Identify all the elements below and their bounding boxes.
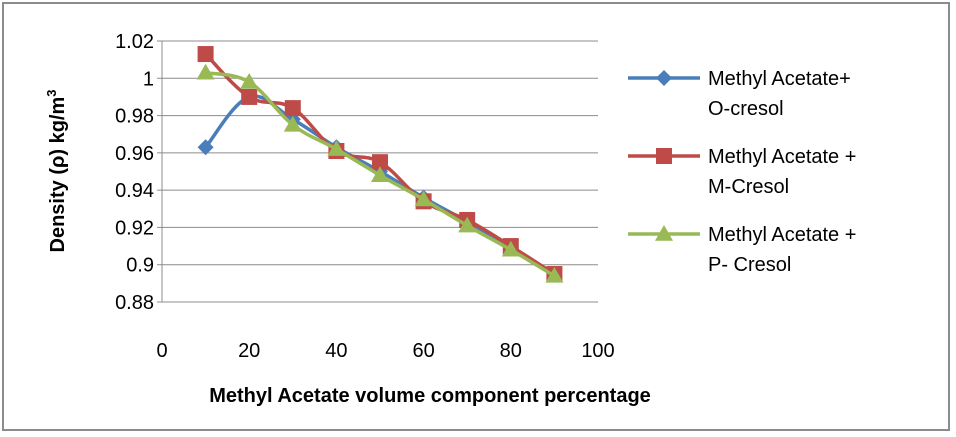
legend-label: M-Cresol <box>708 176 789 198</box>
legend-marker-diamond <box>656 70 672 86</box>
x-tick-label: 40 <box>325 340 347 362</box>
tick-labels: 0.88 0.9 0.92 0.94 0.96 0.98 1 1.02 0 20 40 60 80 100 <box>115 31 615 362</box>
x-tick-label: 100 <box>581 340 614 362</box>
x-tick-label: 0 <box>156 340 167 362</box>
y-axis-title-main: Density (ρ) kg/m <box>47 97 69 253</box>
data-point-triangle <box>371 166 389 182</box>
data-point-triangle <box>283 115 302 132</box>
chart-frame <box>2 2 950 431</box>
legend-label: Methyl Acetate+ <box>708 68 851 90</box>
series-3 <box>196 63 564 283</box>
data-point-triangle <box>458 216 477 233</box>
legend-marker-square <box>656 148 672 164</box>
data-point-square <box>241 88 258 105</box>
legend-marker-triangle <box>655 225 673 241</box>
data-point-square <box>197 46 214 63</box>
x-tick-label: 20 <box>238 340 260 362</box>
legend-entry-2: Methyl Acetate + M-Cresol <box>628 146 856 198</box>
data-point-triangle <box>327 140 346 156</box>
data-point-diamond <box>197 139 214 156</box>
legend-entry-1: Methyl Acetate+ O-cresol <box>628 68 851 120</box>
y-axis-title: Density (ρ) kg/m3 <box>44 90 69 253</box>
data-point-triangle <box>196 63 215 80</box>
legend-entry-3: Methyl Acetate + P- Cresol <box>628 224 856 276</box>
y-tick-label: 1.02 <box>115 31 154 53</box>
x-tick-label: 80 <box>500 340 522 362</box>
axes <box>157 40 163 303</box>
legend-label: O-cresol <box>708 98 784 120</box>
legend-label: P- Cresol <box>708 254 791 276</box>
data-point-triangle <box>501 240 520 257</box>
legend-label: Methyl Acetate + <box>708 224 856 246</box>
data-point-triangle <box>414 190 433 207</box>
y-tick-label: 0.92 <box>115 217 154 239</box>
y-tick-label: 0.88 <box>115 292 154 314</box>
data-point-square <box>372 154 388 171</box>
y-tick-label: 1 <box>143 68 154 90</box>
series-line <box>204 94 556 276</box>
data-point-square <box>284 100 301 117</box>
x-axis-title: Methyl Acetate volume component percenta… <box>209 385 651 407</box>
y-tick-label: 0.9 <box>126 255 154 277</box>
x-tick-label: 60 <box>412 340 434 362</box>
y-tick-label: 0.96 <box>115 143 154 165</box>
data-point-triangle <box>240 73 259 89</box>
series-layer <box>196 46 564 283</box>
y-axis-title-superscript: 3 <box>44 90 59 97</box>
y-tick-label: 0.98 <box>115 106 154 128</box>
legend-label: Methyl Acetate + <box>708 146 856 168</box>
gridlines <box>162 40 598 303</box>
y-tick-label: 0.94 <box>115 180 154 202</box>
data-point-triangle <box>545 266 564 283</box>
